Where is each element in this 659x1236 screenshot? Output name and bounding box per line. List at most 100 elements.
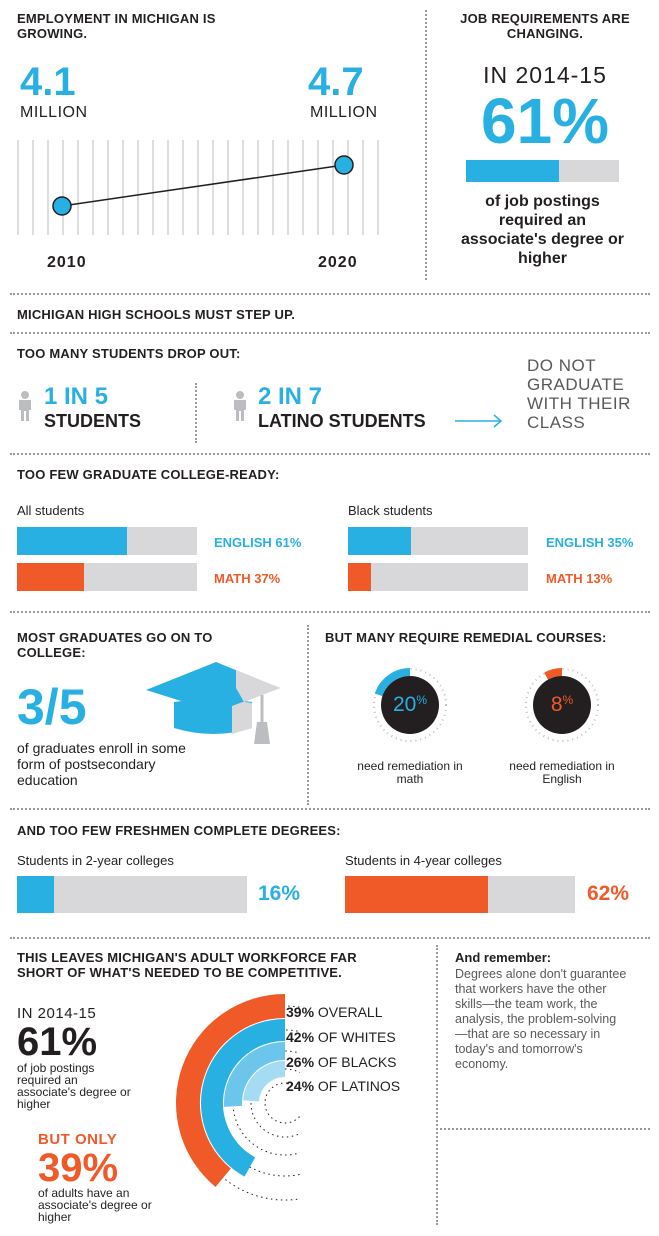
- remember-text: Degrees alone don't guarantee that worke…: [455, 967, 627, 1071]
- dropout-left-label: STUDENTS: [44, 411, 142, 431]
- graduation-cap-icon: [146, 662, 280, 744]
- job-req-period: IN 2014-15: [483, 62, 607, 88]
- employment-end-value: 4.7: [308, 60, 364, 104]
- guide-circle: [264, 1082, 300, 1124]
- workforce-arc: [224, 1042, 286, 1107]
- two-year-value: 16%: [258, 882, 301, 905]
- workforce-arc: [243, 1061, 286, 1102]
- all-students-label: All students: [17, 503, 85, 518]
- black-students-math-label: MATH 13%: [546, 571, 613, 586]
- employment-end-year: 2020: [318, 254, 358, 271]
- all-students-math-bar: [17, 563, 197, 591]
- arc-legend-pct: 26%: [286, 1054, 315, 1070]
- arc-legend-pct: 39%: [286, 1004, 315, 1020]
- person-icon: [234, 391, 246, 421]
- employment-end-unit: MILLION: [310, 104, 378, 121]
- employment-start-value: 4.1: [20, 60, 76, 104]
- black-students-label: Black students: [348, 503, 433, 518]
- employment-start-year: 2010: [47, 254, 87, 271]
- divider: [10, 293, 650, 295]
- remedial-math-donut: [373, 668, 447, 742]
- workforce-period: IN 2014-15: [17, 1005, 97, 1022]
- divider: [195, 383, 197, 443]
- remedial-math-number: 20: [392, 693, 417, 716]
- remedial-english-value: 8%: [522, 693, 602, 717]
- arc-legend-overall: 39% OVERALL: [286, 1004, 383, 1020]
- remedial-english-arc: [544, 668, 563, 680]
- bar-fill: [17, 563, 84, 591]
- dropout-right-ratio: 2 IN 7: [258, 383, 323, 410]
- percent-sign: %: [562, 693, 574, 707]
- workforce-but-only: BUT ONLY: [38, 1131, 118, 1148]
- dropout-title: TOO MANY STUDENTS DROP OUT:: [17, 346, 241, 361]
- two-year-bar: [17, 876, 247, 913]
- employment-title: EMPLOYMENT IN MICHIGAN IS GROWING.: [17, 11, 216, 41]
- job-req-caption: of job postings required an associate's …: [461, 193, 624, 267]
- all-students-english-label: ENGLISH 61%: [214, 535, 302, 550]
- arc-legend-label: OF BLACKS: [317, 1054, 397, 1070]
- bar-fill: [348, 563, 372, 591]
- remedial-english-donut: [525, 668, 599, 742]
- divider: [440, 1128, 650, 1130]
- arc-legend-latinos: 24% OF LATINOS: [286, 1078, 400, 1094]
- employment-line-chart: [17, 140, 379, 235]
- go-on-caption: of graduates enroll in some form of post…: [17, 740, 186, 788]
- degrees-title: AND TOO FEW FRESHMEN COMPLETE DEGREES:: [17, 823, 341, 838]
- workforce-arc-legend: 39% OVERALL 42% OF WHITES 26% OF BLACKS …: [286, 1004, 426, 1104]
- person-icon: [19, 391, 31, 421]
- four-year-value: 62%: [587, 882, 630, 905]
- arc-legend-label: OF WHITES: [317, 1029, 396, 1045]
- employment-trend-line: [61, 164, 345, 207]
- divider: [10, 453, 650, 455]
- dropout-right-label: LATINO STUDENTS: [258, 411, 426, 431]
- employment-start-unit: MILLION: [20, 104, 88, 121]
- dropout-left-ratio: 1 IN 5: [44, 383, 109, 410]
- workforce-title: THIS LEAVES MICHIGAN'S ADULT WORKFORCE F…: [17, 950, 357, 980]
- arc-legend-pct: 42%: [286, 1029, 315, 1045]
- divider: [10, 808, 650, 810]
- arc-legend-whites: 42% OF WHITES: [286, 1029, 396, 1045]
- bar-fill: [348, 527, 411, 555]
- four-year-label: Students in 4-year colleges: [345, 853, 502, 868]
- divider: [425, 10, 427, 280]
- remedial-title: BUT MANY REQUIRE REMEDIAL COURSES:: [325, 630, 607, 645]
- arc-legend-label: OF LATINOS: [317, 1078, 401, 1094]
- dropout-outcome: DO NOT GRADUATE WITH THEIR CLASS: [527, 356, 631, 432]
- black-students-math-bar: [348, 563, 528, 591]
- employment-start-point: [52, 196, 72, 216]
- bar-fill: [17, 876, 54, 913]
- job-req-bar-fill: [466, 160, 560, 182]
- job-req-title: JOB REQUIREMENTS ARE CHANGING.: [460, 11, 630, 41]
- bar-fill: [17, 527, 127, 555]
- divider: [10, 937, 650, 939]
- all-students-english-bar: [17, 527, 197, 555]
- arc-legend-label: OVERALL: [317, 1004, 383, 1020]
- remedial-english-caption: need remediation in English: [509, 759, 615, 786]
- remedial-math-value: 20%: [370, 693, 450, 717]
- divider: [10, 332, 650, 334]
- workforce-percent: 61%: [17, 1020, 98, 1064]
- workforce-arc: [201, 1019, 286, 1177]
- highschools-title: MICHIGAN HIGH SCHOOLS MUST STEP UP.: [17, 307, 296, 322]
- all-students-math-label: MATH 37%: [214, 571, 281, 586]
- workforce-adults-caption: of adults have an associate's degree or …: [38, 1186, 152, 1224]
- go-on-value: 3/5: [17, 679, 87, 735]
- two-year-label: Students in 2-year colleges: [17, 853, 174, 868]
- workforce-caption: of job postings required an associate's …: [17, 1061, 131, 1111]
- remedial-math-caption: need remediation in math: [357, 759, 463, 786]
- divider: [436, 945, 438, 1225]
- remedial-math-arc: [374, 668, 411, 697]
- divider: [10, 611, 650, 613]
- percent-sign: %: [416, 693, 428, 707]
- workforce-arc: [176, 994, 286, 1187]
- divider: [307, 625, 309, 805]
- arc-legend-pct: 24%: [286, 1078, 315, 1094]
- four-year-bar: [345, 876, 575, 913]
- go-on-title: MOST GRADUATES GO ON TO COLLEGE:: [17, 630, 213, 660]
- job-req-bar: [466, 160, 619, 182]
- job-req-percent: 61%: [480, 85, 610, 157]
- employment-end-point: [334, 155, 354, 175]
- arc-legend-blacks: 26% OF BLACKS: [286, 1054, 397, 1070]
- black-students-english-label: ENGLISH 35%: [546, 535, 634, 550]
- arrow-right-icon: [455, 414, 503, 428]
